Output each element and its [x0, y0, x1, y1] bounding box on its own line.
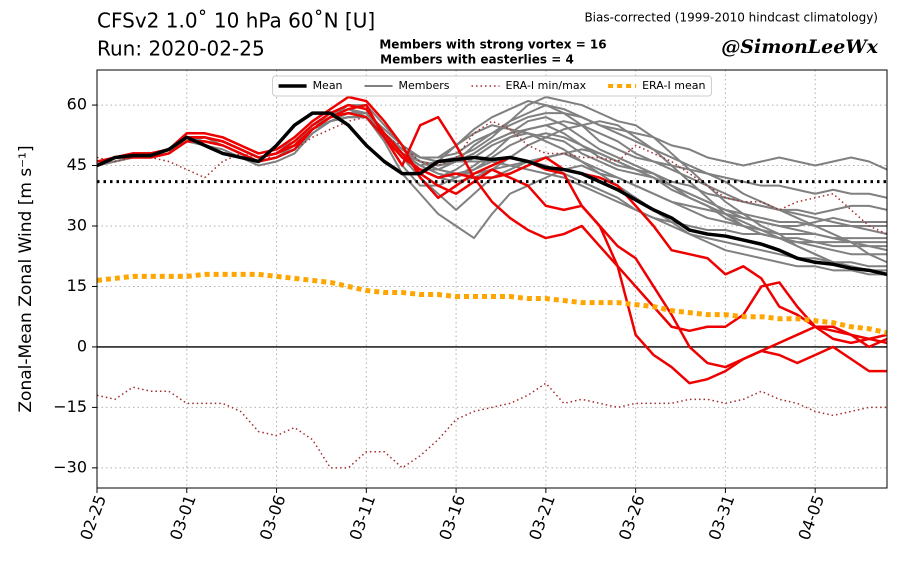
series-line [97, 103, 887, 345]
legend: Mean Members ERA-I min/max ERA-I mean [272, 75, 712, 97]
y-tick-label: −30 [53, 457, 87, 476]
note: Bias-corrected (1999-2010 hindcast clima… [584, 11, 878, 25]
annotation: Members with easterlies = 4 [380, 53, 574, 67]
chart-subtitle: Run: 2020-02-25 [97, 37, 265, 61]
series-line [97, 111, 887, 345]
y-tick-label: −15 [53, 397, 87, 416]
legend-box [272, 75, 712, 97]
legend-label: ERA-I mean [642, 79, 705, 92]
legend-label: Members [399, 79, 450, 92]
series-line [97, 95, 887, 373]
series-line [97, 116, 887, 235]
y-tick-label: 45 [67, 155, 87, 174]
series-line [97, 111, 887, 277]
credit: @SimonLeeWx [721, 36, 878, 58]
annotation: Members with strong vortex = 16 [379, 38, 606, 52]
series-line [97, 271, 887, 336]
legend-label: Mean [313, 79, 343, 92]
y-axis-label: Zonal-Mean Zonal Wind [m s⁻¹] [16, 145, 36, 412]
legend-label: ERA-I min/max [506, 79, 587, 92]
y-tick-label: 30 [67, 215, 87, 234]
chart-title: CFSv2 1.0˚ 10 hPa 60˚N [U] [97, 9, 375, 33]
y-tick-label: 15 [67, 276, 87, 295]
plot-frame [96, 69, 888, 489]
series-line [97, 382, 887, 469]
y-tick-label: 0 [77, 336, 87, 355]
y-tick-label: 60 [67, 95, 87, 114]
